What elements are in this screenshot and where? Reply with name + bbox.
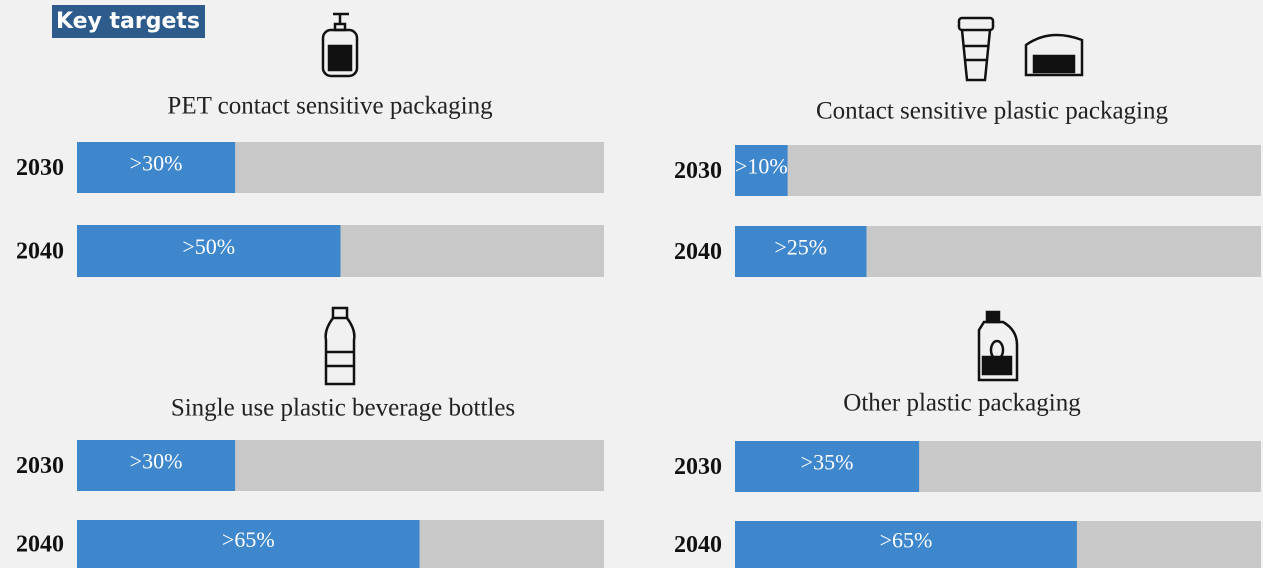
bar <box>735 226 867 277</box>
jar-icon <box>1024 33 1084 77</box>
bar <box>77 440 236 491</box>
value-label: >35% <box>801 450 854 475</box>
bar <box>735 145 788 196</box>
bar <box>735 441 920 492</box>
cup-icon <box>957 16 995 82</box>
pump-bottle-icon <box>321 12 359 78</box>
water-bottle-icon <box>324 306 356 386</box>
year-label: 2030 <box>674 454 722 480</box>
value-label: >30% <box>130 151 183 176</box>
chart-title: PET contact sensitive packaging <box>167 93 493 120</box>
year-label: 2030 <box>16 155 64 181</box>
value-label: >65% <box>880 528 933 553</box>
page-title: Key targets <box>56 9 200 34</box>
chart-title: Other plastic packaging <box>843 390 1081 417</box>
chart-title: Contact sensitive plastic packaging <box>816 98 1168 125</box>
bar <box>77 225 341 277</box>
value-label: >30% <box>130 449 183 474</box>
jug-icon <box>977 310 1019 382</box>
bar <box>77 520 420 568</box>
title-box <box>52 5 205 38</box>
bar-track <box>735 145 1261 196</box>
bar <box>77 142 236 193</box>
chart-title: Single use plastic beverage bottles <box>171 395 515 422</box>
value-label: >65% <box>222 527 275 552</box>
year-label: 2040 <box>674 532 722 558</box>
bar <box>735 521 1077 568</box>
value-label: >50% <box>182 234 235 259</box>
year-label: 2040 <box>16 532 64 558</box>
year-label: 2040 <box>16 239 64 265</box>
value-label: >10% <box>735 154 788 179</box>
value-label: >25% <box>774 235 827 260</box>
year-label: 2030 <box>16 453 64 479</box>
year-label: 2040 <box>674 239 722 265</box>
year-label: 2030 <box>674 158 722 184</box>
